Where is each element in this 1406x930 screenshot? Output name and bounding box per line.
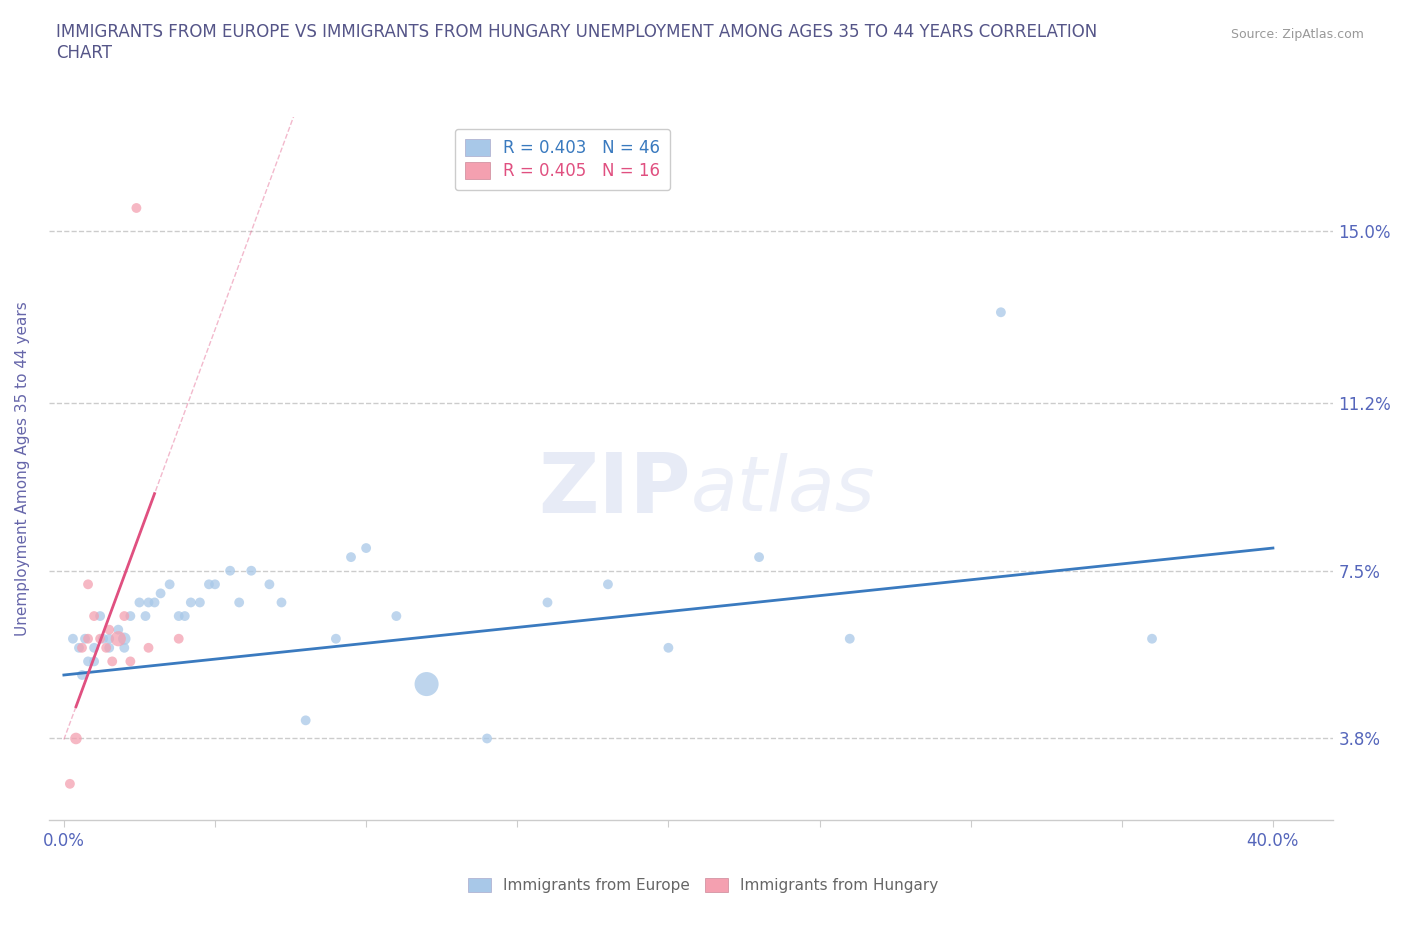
Point — [340, 550, 363, 565]
Point — [173, 608, 195, 623]
Point — [65, 731, 87, 746]
Text: ZIP: ZIP — [538, 449, 692, 530]
Point — [475, 731, 498, 746]
Point — [77, 654, 100, 669]
Point — [70, 668, 93, 683]
Point — [138, 595, 160, 610]
Legend: R = 0.403   N = 46, R = 0.405   N = 16: R = 0.403 N = 46, R = 0.405 N = 16 — [456, 129, 671, 191]
Point — [415, 677, 437, 692]
Point — [748, 550, 770, 565]
Point — [83, 641, 105, 656]
Point — [83, 654, 105, 669]
Point — [107, 631, 129, 646]
Point — [73, 631, 96, 646]
Text: Source: ZipAtlas.com: Source: ZipAtlas.com — [1230, 28, 1364, 41]
Point — [120, 608, 142, 623]
Point — [101, 654, 124, 669]
Point — [596, 577, 619, 591]
Point — [228, 595, 250, 610]
Point — [67, 641, 90, 656]
Point — [128, 595, 150, 610]
Point — [240, 564, 263, 578]
Point — [107, 622, 129, 637]
Point — [188, 595, 211, 610]
Point — [77, 577, 100, 591]
Point — [204, 577, 226, 591]
Point — [270, 595, 292, 610]
Point — [143, 595, 166, 610]
Point — [219, 564, 242, 578]
Point — [125, 201, 148, 216]
Point — [990, 305, 1012, 320]
Legend: Immigrants from Europe, Immigrants from Hungary: Immigrants from Europe, Immigrants from … — [461, 871, 945, 899]
Point — [70, 641, 93, 656]
Point — [657, 641, 679, 656]
Point — [112, 641, 135, 656]
Point — [259, 577, 281, 591]
Text: atlas: atlas — [692, 453, 876, 526]
Point — [112, 631, 135, 646]
Point — [536, 595, 558, 610]
Point — [62, 631, 84, 646]
Point — [167, 608, 190, 623]
Point — [89, 631, 111, 646]
Point — [98, 622, 121, 637]
Point — [167, 631, 190, 646]
Point — [159, 577, 181, 591]
Point — [838, 631, 860, 646]
Point — [198, 577, 221, 591]
Point — [325, 631, 347, 646]
Y-axis label: Unemployment Among Ages 35 to 44 years: Unemployment Among Ages 35 to 44 years — [15, 301, 30, 636]
Point — [83, 608, 105, 623]
Point — [91, 631, 114, 646]
Point — [385, 608, 408, 623]
Point — [89, 608, 111, 623]
Point — [96, 641, 118, 656]
Point — [112, 608, 135, 623]
Point — [149, 586, 172, 601]
Point — [354, 540, 377, 555]
Point — [120, 654, 142, 669]
Point — [134, 608, 156, 623]
Point — [180, 595, 202, 610]
Point — [1140, 631, 1163, 646]
Text: IMMIGRANTS FROM EUROPE VS IMMIGRANTS FROM HUNGARY UNEMPLOYMENT AMONG AGES 35 TO : IMMIGRANTS FROM EUROPE VS IMMIGRANTS FRO… — [56, 23, 1098, 62]
Point — [138, 641, 160, 656]
Point — [77, 631, 100, 646]
Point — [59, 777, 82, 791]
Point — [98, 641, 121, 656]
Point — [294, 713, 316, 728]
Point — [98, 631, 121, 646]
